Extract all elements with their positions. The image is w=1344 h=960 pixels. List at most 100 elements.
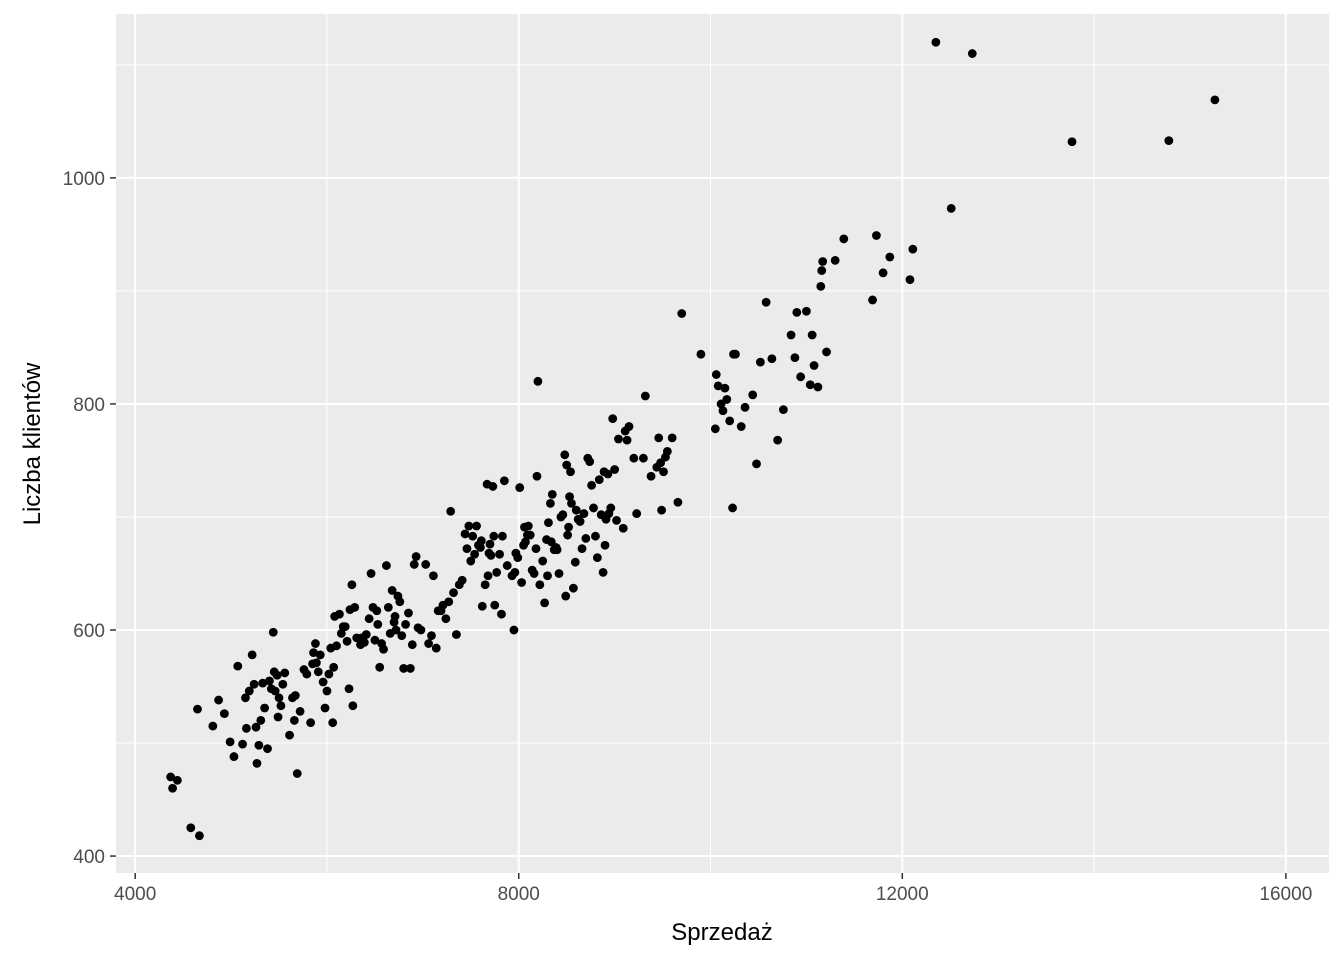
data-point [931,37,941,47]
data-point [544,518,553,528]
data-point [302,669,312,679]
data-point [347,580,357,590]
data-point [868,295,877,305]
data-point [872,231,881,240]
data-point [589,503,598,513]
data-point [370,635,380,645]
data-point [592,553,602,563]
data-point [654,433,664,443]
data-point [673,497,683,507]
data-point [908,244,918,254]
data-point [632,509,642,518]
data-point [311,639,320,648]
data-point [748,390,758,400]
data-point [166,772,176,782]
data-point [562,460,572,470]
data-point [229,752,239,761]
data-point [1164,136,1174,145]
data-point [265,676,274,686]
data-point [405,664,415,673]
data-point [186,823,196,833]
data-point [488,482,498,491]
data-point [567,499,576,508]
data-point [361,630,371,639]
data-point [618,523,628,533]
data-point [489,531,499,541]
data-point [382,561,391,570]
data-point [315,650,325,660]
y-tick-label: 400 [73,847,105,868]
data-point [640,391,650,401]
data-point [249,679,259,689]
data-point [359,638,369,647]
data-point [822,347,831,357]
data-point [270,686,280,696]
data-point [563,530,573,540]
data-point [667,433,677,443]
data-point [638,453,648,463]
y-tick-label: 800 [73,395,105,416]
data-point [510,567,520,577]
data-point [622,435,632,445]
data-point [318,677,328,687]
data-point [878,268,888,278]
data-point [591,531,600,541]
data-point [547,489,557,499]
data-point [552,545,562,555]
data-point [424,639,433,648]
data-point [497,609,506,619]
data-point [366,569,376,578]
data-point [805,380,815,390]
data-point [233,661,243,671]
data-point [441,614,451,624]
data-point [585,457,595,466]
data-point [193,704,202,714]
data-point [383,602,393,612]
plot-panel [116,14,1329,873]
data-point [509,625,519,635]
data-point [606,503,616,513]
data-point [659,467,668,477]
data-point [515,483,525,492]
data-point [600,540,610,550]
data-point [786,330,796,340]
data-point [565,492,574,502]
data-point [290,691,300,700]
data-point [390,612,400,621]
data-point [802,306,811,316]
data-point [258,678,268,688]
data-point [399,664,409,673]
data-point [545,499,555,508]
data-point [295,706,305,716]
data-point [560,450,570,460]
data-point [483,571,493,581]
data-point [722,395,732,404]
data-point [740,402,750,412]
data-point [407,640,417,650]
data-point [718,406,728,416]
data-point [364,614,374,624]
data-point [470,549,480,559]
data-point [312,658,321,668]
data-point [533,376,543,386]
data-point [529,569,539,578]
data-point [263,744,272,754]
data-point [409,560,419,569]
data-point [320,703,330,713]
data-point [475,543,485,552]
data-point [427,631,436,641]
data-point [244,686,254,696]
data-point [696,349,706,359]
data-point [462,544,472,554]
x-tick-label: 8000 [498,884,540,905]
data-points [166,37,1220,841]
data-point [480,580,490,590]
data-point [720,383,730,393]
data-point [372,606,382,616]
x-axis-ticks: 4000 8000 12000 16000 [114,873,1312,905]
y-axis-title: Liczba klientów [19,362,46,525]
data-point [241,693,250,703]
data-point [468,531,478,541]
data-point [444,597,454,607]
